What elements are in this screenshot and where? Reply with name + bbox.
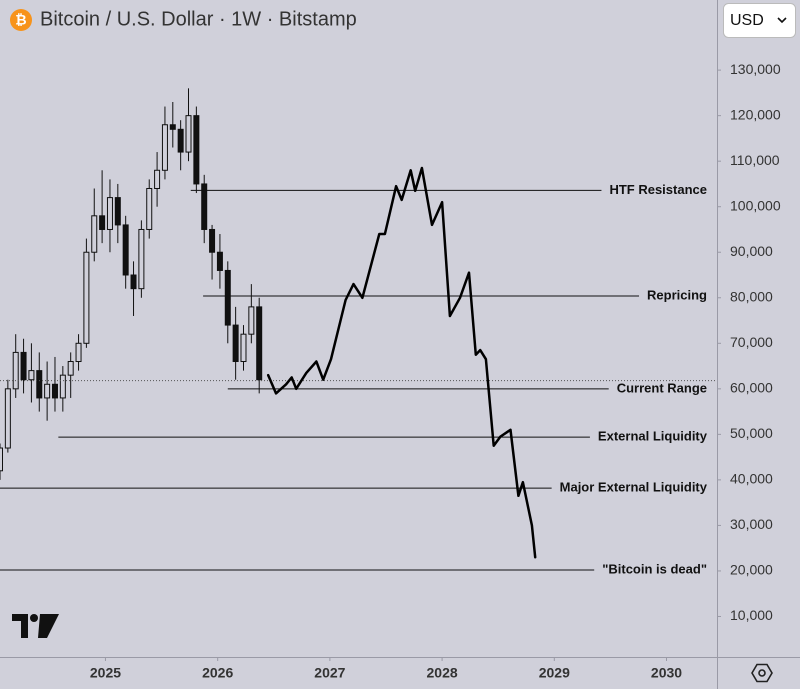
candle-body [4,388,11,449]
tradingview-logo [12,614,59,638]
currency-select[interactable]: USD [723,3,796,38]
level-label: Major External Liquidity [560,480,708,495]
candle-body [67,361,74,376]
y-tick-label: 100,000 [730,197,781,213]
y-tick-label: 130,000 [730,61,781,77]
coin-icon [10,9,32,31]
candle-body [209,228,216,253]
candle-body [59,374,66,399]
chart-title: Bitcoin / U.S. Dollar · 1W · Bitstamp [40,8,357,30]
y-tick-label: 10,000 [730,607,773,623]
candle-body [177,128,184,153]
x-tick-label: 2025 [90,665,121,681]
currency-label[interactable]: USD [730,12,764,29]
candle-body [240,333,247,363]
candle-body [28,370,35,381]
currency-button[interactable] [723,3,796,38]
candle-body [20,351,27,381]
y-tick-label: 30,000 [730,516,773,532]
y-tick-label: 110,000 [730,152,780,168]
candle-body [256,306,263,381]
candle-body [224,269,231,326]
candle-body [130,274,137,290]
candle-body [122,224,129,276]
y-tick-label: 40,000 [730,471,773,487]
candle-body [0,447,3,472]
settings-icon[interactable] [751,663,773,683]
x-tick-label: 2028 [427,665,458,681]
candle-body [232,324,239,363]
candle-body [106,197,113,230]
level-label: External Liquidity [598,429,708,444]
settings-button[interactable] [751,663,773,683]
level-label: "Bitcoin is dead" [602,561,707,576]
candle-body [138,228,145,290]
candle-body [146,187,153,230]
x-tick-label: 2026 [202,665,233,681]
dropdown-arrow[interactable] [777,17,787,24]
candle-body [75,342,82,363]
candle-body [51,383,58,399]
candle-body [114,197,121,226]
candle-body [154,169,161,189]
y-tick-label: 70,000 [730,334,773,350]
candle-body [12,351,19,390]
logo-part [30,614,38,622]
candle-body [216,251,223,271]
candle-body [161,124,168,171]
level-label: Repricing [647,287,707,302]
y-tick-label: 50,000 [730,425,773,441]
x-tick-label: 2027 [314,665,345,681]
candle-body [91,215,98,253]
candle-body [36,370,43,399]
candle-body [185,115,192,153]
candle-body [169,124,176,130]
y-tick-label: 120,000 [730,106,781,122]
candle-body [201,183,208,230]
logo-part [12,614,28,638]
coin-icon-symbol: ₿ [15,12,26,28]
plot: HTF Resistance Repricing Current Range Exte… [0,88,717,576]
y-tick-label: 80,000 [730,288,773,304]
x-tick-label: 2029 [539,665,570,681]
level-label: HTF Resistance [609,182,707,197]
candle-body [99,215,106,230]
settings-icon[interactable] [758,669,766,677]
y-tick-label: 20,000 [730,562,773,578]
candle-body [44,383,51,399]
logo-part [38,614,59,638]
projection-line [266,166,537,559]
y-tick-label: 60,000 [730,380,773,396]
candle-body [248,306,255,335]
candle-body [193,115,200,185]
y-tick-label: 90,000 [730,243,773,259]
candle-body [83,251,90,344]
x-tick-label: 2030 [651,665,682,681]
level-label: Current Range [617,380,707,395]
